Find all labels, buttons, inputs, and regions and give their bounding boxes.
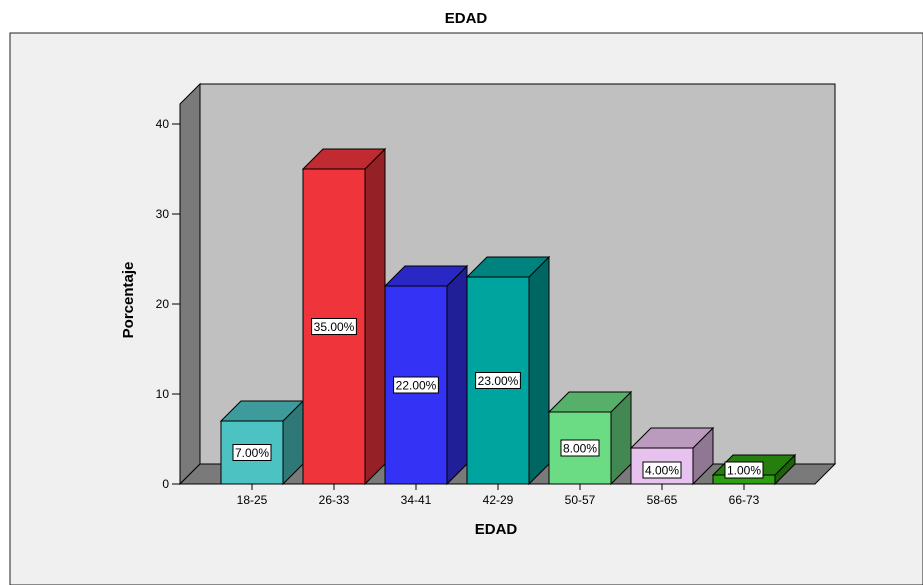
bar-42-29: 23.00% [465,255,551,486]
bar-18-25: 7.00% [219,399,305,486]
plot-side-wall [179,82,201,486]
data-label: 22.00% [396,379,437,393]
y-tick-label: 10 [156,387,170,401]
x-tick-label: 42-29 [483,493,514,507]
bar-58-65: 4.00% [629,426,715,486]
data-label-box [232,444,272,461]
x-axis-title: EDAD [475,521,518,538]
x-tick-label: 18-25 [237,493,268,507]
bar-50-57: 8.00% [547,390,633,486]
data-label-box [393,376,439,394]
data-label-box [642,461,682,479]
data-label: 8.00% [563,442,597,456]
bar-26-33: 35.00% [301,147,387,486]
y-axis-title: Porcentaje [120,262,137,339]
x-tick-label: 50-57 [565,493,596,507]
x-tick-label: 58-65 [647,493,678,507]
bar-side [446,264,468,486]
data-label: 4.00% [645,464,679,478]
data-label: 35.00% [314,320,355,334]
y-axis: 0 10 20 30 40 [156,104,181,491]
data-label-box [560,439,600,457]
data-label: 7.00% [235,446,269,460]
y-tick-label: 20 [156,297,170,311]
y-tick-label: 0 [162,477,169,491]
bar-side [364,147,386,486]
data-label-box [475,372,521,389]
x-axis: 18-25 26-33 34-41 42-29 50-57 58-65 66-73 [237,484,760,507]
y-tick-label: 40 [156,117,170,131]
y-tick-label: 30 [156,207,170,221]
x-tick-label: 34-41 [401,493,432,507]
chart-title: EDAD [445,10,488,27]
bar-34-41: 22.00% [383,264,469,486]
x-tick-label: 26-33 [319,493,350,507]
x-tick-label: 66-73 [729,493,760,507]
bar-side [528,255,550,486]
data-label-box [724,461,764,479]
data-label-box [311,318,357,335]
data-label: 23.00% [478,374,519,388]
data-label: 1.00% [727,464,761,478]
bar-66-73: 1.00% [711,453,797,486]
